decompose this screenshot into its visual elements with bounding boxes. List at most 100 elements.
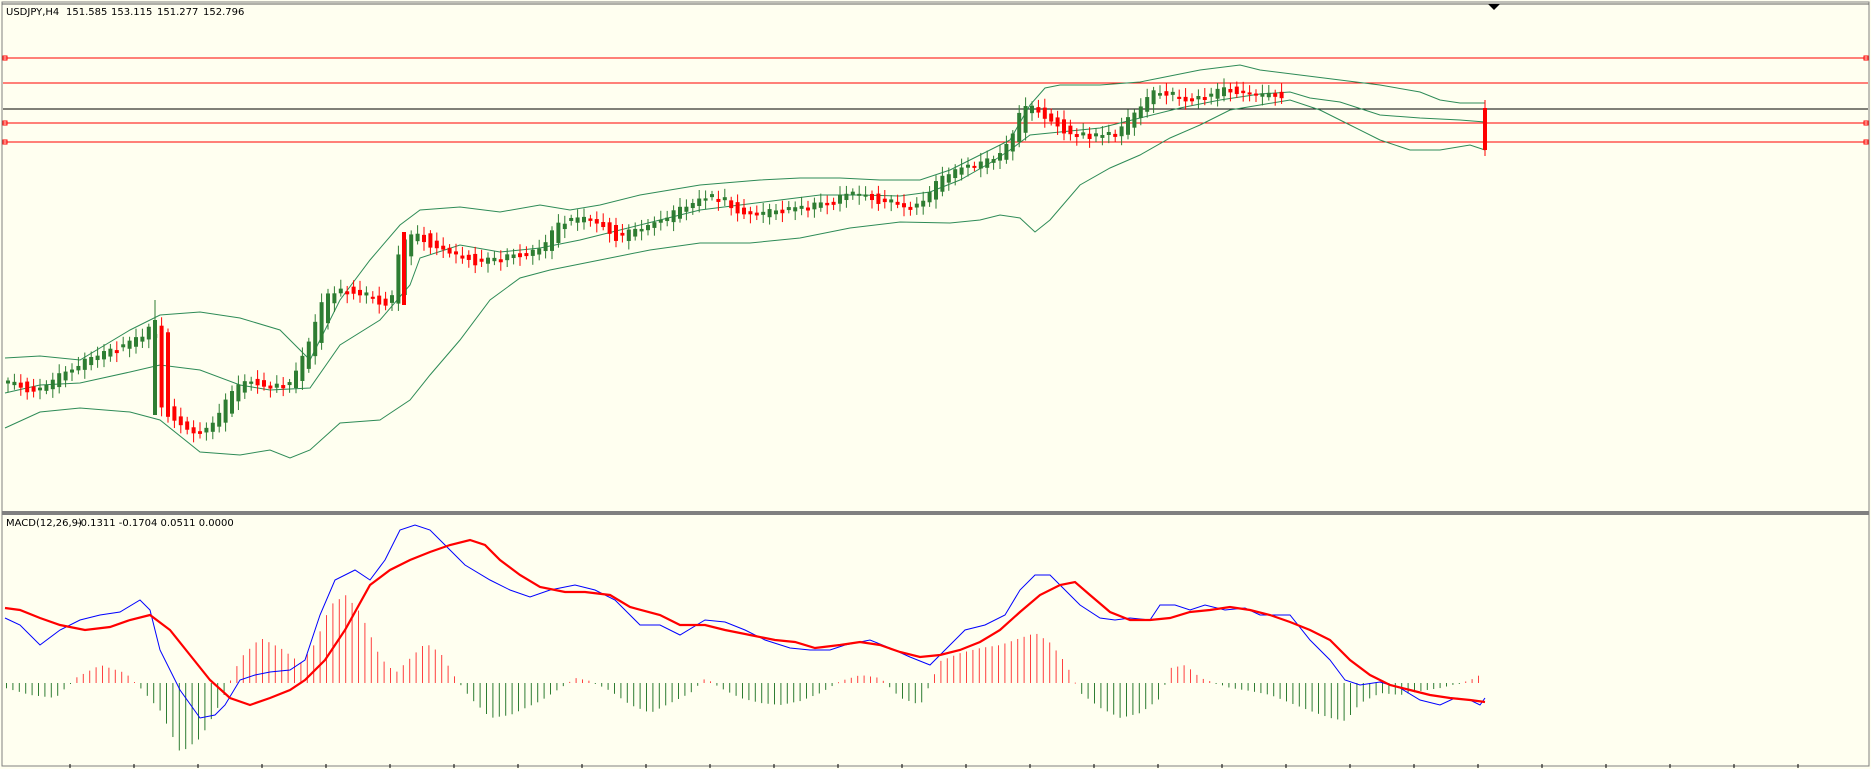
candle[interactable]	[1215, 82, 1220, 107]
main-price-panel[interactable]	[2, 55, 1869, 459]
candle[interactable]	[82, 352, 87, 379]
candle[interactable]	[428, 230, 433, 254]
candle[interactable]	[518, 244, 522, 266]
candle[interactable]	[543, 234, 548, 259]
candle[interactable]	[198, 422, 202, 439]
candle[interactable]	[562, 215, 567, 239]
candle[interactable]	[370, 291, 375, 304]
candle[interactable]	[492, 251, 497, 266]
candle[interactable]	[76, 356, 81, 375]
candle[interactable]	[582, 208, 586, 230]
candle[interactable]	[178, 407, 183, 434]
candle[interactable]	[313, 314, 318, 365]
candle[interactable]	[1094, 128, 1098, 143]
candle[interactable]	[396, 245, 401, 311]
candle[interactable]	[287, 378, 292, 393]
candle[interactable]	[1049, 108, 1054, 126]
candle[interactable]	[1132, 109, 1137, 136]
candle[interactable]	[102, 344, 106, 368]
candle[interactable]	[754, 205, 759, 221]
candle[interactable]	[530, 244, 535, 265]
candle[interactable]	[908, 201, 913, 216]
candle[interactable]	[1055, 110, 1060, 135]
candle[interactable]	[882, 190, 887, 209]
candle[interactable]	[966, 157, 970, 177]
candle[interactable]	[850, 188, 855, 200]
candle[interactable]	[524, 246, 529, 260]
candle[interactable]	[601, 213, 606, 231]
candle[interactable]	[588, 214, 593, 227]
candle[interactable]	[441, 237, 446, 258]
candle[interactable]	[812, 197, 817, 218]
candle[interactable]	[722, 188, 727, 206]
candle[interactable]	[1209, 87, 1214, 105]
candle[interactable]	[646, 218, 650, 236]
candle[interactable]	[1222, 78, 1226, 102]
candle[interactable]	[18, 374, 23, 396]
macd-signal-line[interactable]	[4, 538, 1486, 707]
candle[interactable]	[870, 190, 874, 209]
candle[interactable]	[6, 377, 10, 393]
candle[interactable]	[38, 378, 42, 400]
candle[interactable]	[12, 373, 17, 390]
candle[interactable]	[25, 377, 30, 400]
candle[interactable]	[1279, 83, 1284, 104]
candle[interactable]	[281, 377, 286, 397]
candle[interactable]	[1023, 97, 1028, 141]
candle[interactable]	[972, 161, 977, 172]
candle[interactable]	[985, 150, 990, 175]
candle[interactable]	[1100, 126, 1105, 146]
candle[interactable]	[1183, 88, 1188, 110]
level-handle-right[interactable]	[1863, 120, 1869, 126]
candle[interactable]	[684, 199, 689, 221]
candle[interactable]	[434, 232, 439, 256]
candle[interactable]	[127, 336, 132, 358]
candle[interactable]	[358, 280, 362, 303]
candle[interactable]	[377, 286, 382, 314]
candle[interactable]	[793, 201, 798, 221]
candle[interactable]	[639, 219, 644, 241]
candle[interactable]	[1228, 82, 1233, 102]
candle[interactable]	[447, 244, 452, 258]
candle[interactable]	[498, 250, 503, 271]
candle[interactable]	[326, 288, 330, 330]
candle[interactable]	[1017, 105, 1022, 148]
candle[interactable]	[159, 317, 164, 417]
candle[interactable]	[415, 225, 420, 245]
candle[interactable]	[1087, 127, 1092, 148]
candle[interactable]	[620, 223, 625, 243]
candle[interactable]	[70, 363, 74, 381]
candle[interactable]	[806, 200, 810, 218]
candle[interactable]	[390, 290, 394, 312]
candle[interactable]	[978, 152, 983, 178]
candle[interactable]	[1145, 88, 1150, 118]
candle[interactable]	[274, 375, 279, 393]
candle[interactable]	[1266, 85, 1271, 101]
candle[interactable]	[575, 209, 580, 231]
candle[interactable]	[1260, 84, 1265, 106]
candle[interactable]	[166, 328, 170, 423]
candle[interactable]	[511, 248, 516, 265]
candle-large[interactable]	[153, 300, 157, 415]
candle[interactable]	[31, 378, 36, 398]
candle[interactable]	[946, 167, 951, 191]
candle[interactable]	[902, 194, 906, 217]
candle[interactable]	[1177, 89, 1182, 106]
candle[interactable]	[1190, 93, 1194, 106]
candle[interactable]	[799, 196, 804, 216]
candle[interactable]	[1030, 101, 1034, 121]
candle[interactable]	[294, 362, 298, 394]
candle[interactable]	[50, 372, 55, 398]
candle[interactable]	[914, 197, 919, 215]
candle[interactable]	[716, 190, 721, 211]
candle[interactable]	[409, 230, 414, 266]
candle[interactable]	[742, 198, 746, 219]
candle[interactable]	[338, 279, 343, 297]
candle[interactable]	[44, 380, 49, 395]
bollinger-upper-band[interactable]	[4, 64, 1485, 361]
macd-panel[interactable]	[4, 524, 1486, 751]
candle[interactable]	[633, 222, 638, 241]
candle[interactable]	[146, 323, 151, 349]
candle[interactable]	[1106, 124, 1111, 144]
